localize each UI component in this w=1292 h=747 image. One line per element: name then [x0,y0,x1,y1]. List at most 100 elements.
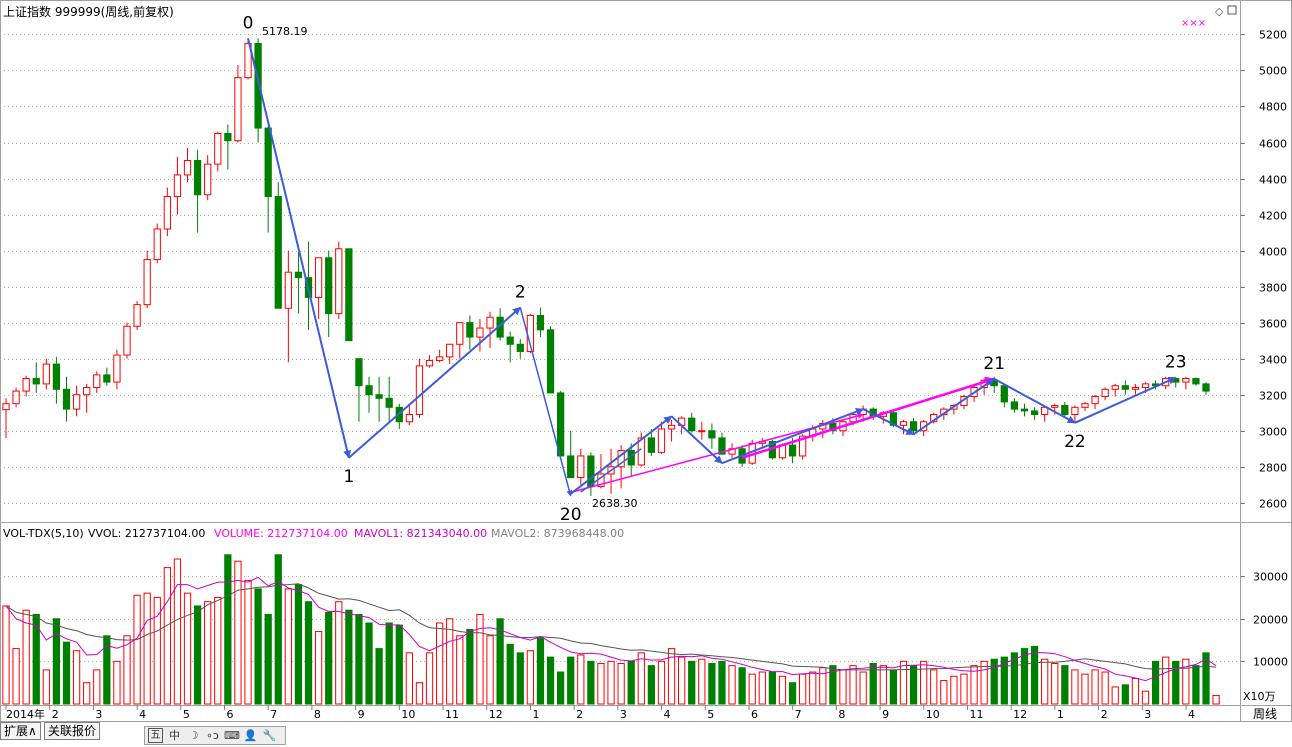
candle-body [62,388,71,410]
candle-body [415,365,424,416]
candle-body [103,374,111,383]
time-tick-label: 11 [969,708,983,721]
candle-body [799,435,807,457]
tab-related-quotes[interactable]: 关联报价 [44,722,101,740]
candle [365,376,373,413]
candle [718,432,726,455]
candle [476,319,484,352]
volume-bar [597,663,605,705]
volume-bar [113,660,121,705]
candle-body [1091,396,1099,405]
volume-bar [748,673,756,705]
volume-bar [153,596,161,705]
volume-bar [637,652,645,705]
candle [698,421,706,440]
candle [193,149,202,233]
volume-bar [1162,656,1170,705]
user-icon[interactable]: 👤 [243,729,258,742]
volume-bar [708,663,716,705]
volume-bar [809,671,817,705]
volume-tick-label: 20000 [1253,614,1288,627]
candle-body [294,271,303,279]
candle-body [909,421,918,432]
time-tick-label: 1 [1057,708,1064,721]
candle [294,252,303,314]
candle-body [587,455,595,488]
volume-grid [0,576,1240,662]
candle [506,331,514,363]
volume-bar [1010,652,1019,705]
punctuation-icon[interactable]: ∘ɔ [206,729,219,742]
mavol2-line [5,583,1217,671]
maximize-icon[interactable] [1227,5,1237,15]
volume-bars [2,554,1220,705]
wrench-icon[interactable]: 🔧 [262,729,277,742]
volume-bar [869,663,877,705]
candle-body [153,228,161,261]
volume-bar [1131,677,1140,705]
five-minute-icon[interactable]: 五 [148,728,163,743]
candle-body [22,377,30,392]
volume-bar [930,669,938,705]
volume-bar [264,613,272,705]
candle [264,126,272,233]
volume-bar [1061,665,1069,705]
volume-bar [839,669,847,705]
wave-labels: 0 1 2 20 21 22 23 [243,13,1187,525]
candle [1121,380,1129,395]
candle-body [173,174,182,198]
keyboard-icon[interactable]: ⌨ [224,729,240,742]
candle-body [476,327,484,338]
candle [304,241,313,330]
volume-bar [103,635,111,705]
candle-body [214,132,222,165]
candle [284,250,292,363]
moon-icon[interactable]: ☽ [188,729,199,742]
volume-bar [1121,684,1129,705]
candle [224,124,232,170]
volume-bar [173,558,182,705]
volume-bar [698,658,706,705]
candles [2,38,1210,496]
price-tick-label: 4400 [1259,174,1287,187]
candle [173,156,182,215]
candle [2,398,10,438]
volume-bar [32,613,40,705]
volume-bar [1192,665,1200,705]
candle-body [516,343,524,352]
wave-segment [670,415,723,464]
volume-bar [425,652,434,705]
volume-bar [355,613,363,705]
candle-body [536,314,545,331]
candle-body [1020,408,1029,412]
wave-lines [247,38,1177,497]
volume-bar [496,618,504,705]
candle [1020,403,1029,417]
candle [1202,382,1210,395]
time-tick-label: 4 [1188,708,1195,721]
candle-body [667,424,676,430]
chinese-input-icon[interactable]: 中 [169,729,180,742]
time-tick-label: 6 [227,708,234,721]
tab-expand[interactable]: 扩展∧ [0,722,41,740]
volume-bar [204,601,212,705]
time-tick-label: 2 [1101,708,1108,721]
volume-bar [889,669,898,705]
candle [93,371,101,393]
candle-body [657,428,666,453]
candle-body [335,248,343,315]
volume-bar [718,660,726,705]
volume-bar [678,656,686,705]
price-tick-label: 3800 [1259,282,1287,295]
candle [254,38,262,143]
candle-body [284,271,292,309]
candle [1081,401,1089,411]
restore-icon[interactable]: ◇ [1215,5,1224,18]
time-tick-label: 1 [532,708,539,721]
candle-body [1010,401,1019,410]
candle [556,391,565,457]
candle-body [72,394,81,410]
volume-bar [1141,690,1150,705]
volume-bar [163,567,171,705]
